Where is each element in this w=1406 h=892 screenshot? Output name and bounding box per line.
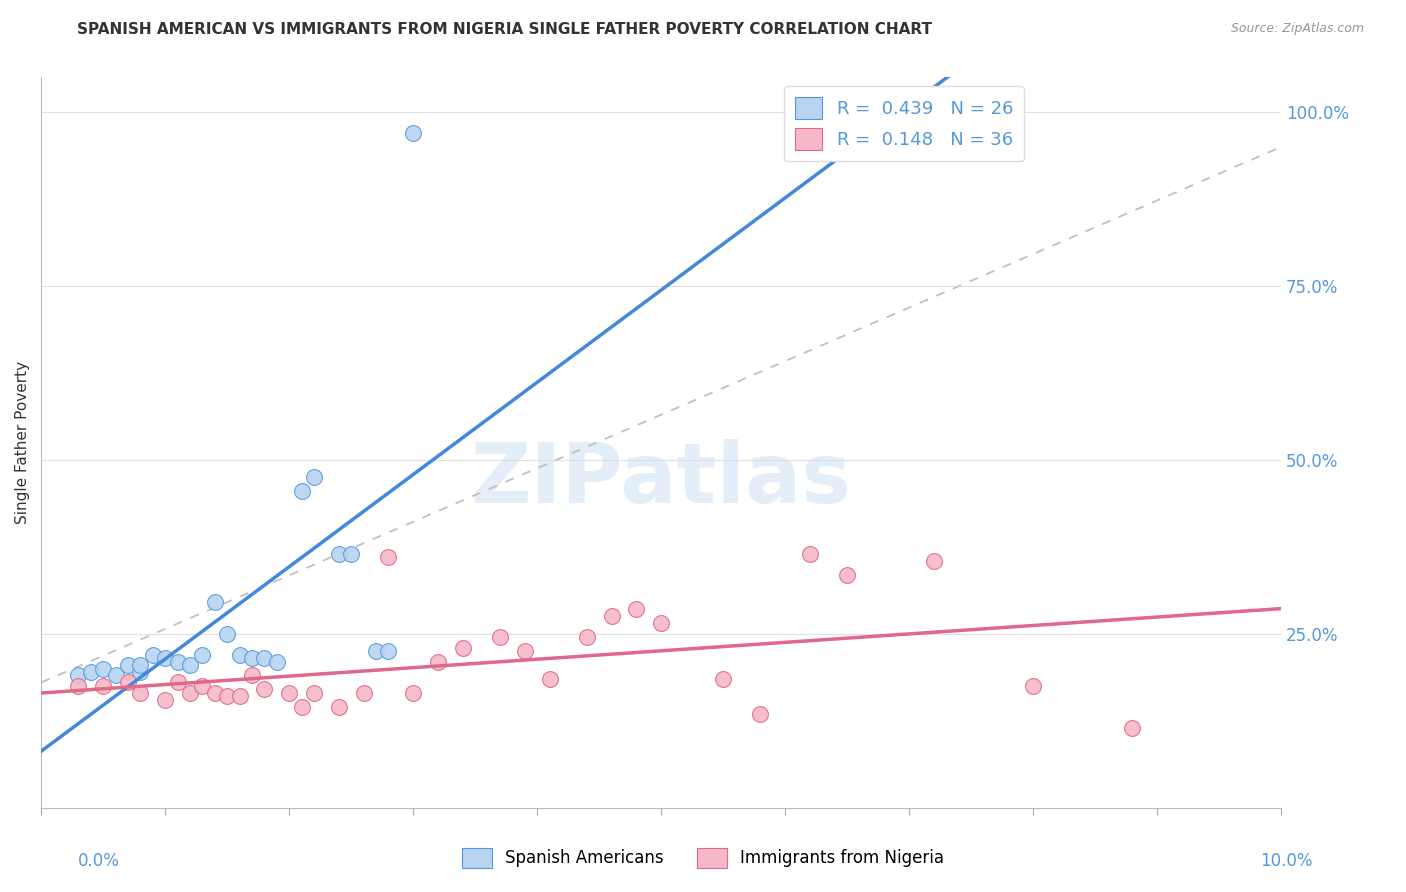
Point [204, 595, 226, 609]
Point [799, 547, 821, 561]
Point [489, 630, 512, 644]
Point [166, 675, 188, 690]
Point [302, 686, 325, 700]
Point [67, 668, 90, 682]
Point [426, 655, 449, 669]
Point [142, 648, 165, 662]
Point [155, 651, 177, 665]
Point [600, 609, 623, 624]
Point [291, 484, 314, 499]
Point [278, 686, 301, 700]
Point [104, 668, 127, 682]
Point [364, 644, 387, 658]
Point [253, 682, 276, 697]
Point [217, 626, 239, 640]
Point [179, 658, 201, 673]
Point [377, 644, 399, 658]
Point [129, 658, 152, 673]
Point [377, 550, 399, 565]
Point [179, 686, 201, 700]
Point [353, 686, 375, 700]
Point [1022, 679, 1045, 693]
Point [328, 699, 350, 714]
Point [291, 699, 314, 714]
Point [266, 655, 288, 669]
Point [626, 602, 648, 616]
Point [117, 675, 139, 690]
Point [91, 679, 114, 693]
Point [749, 706, 772, 721]
Point [80, 665, 103, 679]
Legend: R =  0.439   N = 26, R =  0.148   N = 36: R = 0.439 N = 26, R = 0.148 N = 36 [785, 87, 1024, 161]
Point [451, 640, 474, 655]
Point [402, 686, 425, 700]
Point [650, 616, 672, 631]
Point [402, 126, 425, 140]
Text: 10.0%: 10.0% [1260, 852, 1313, 870]
Point [835, 567, 858, 582]
Point [191, 648, 214, 662]
Point [328, 547, 350, 561]
Point [302, 470, 325, 484]
Point [240, 668, 263, 682]
Legend: Spanish Americans, Immigrants from Nigeria: Spanish Americans, Immigrants from Niger… [456, 841, 950, 875]
Point [129, 686, 152, 700]
Y-axis label: Single Father Poverty: Single Father Poverty [15, 361, 30, 524]
Point [191, 679, 214, 693]
Text: Source: ZipAtlas.com: Source: ZipAtlas.com [1230, 22, 1364, 36]
Point [129, 665, 152, 679]
Point [513, 644, 536, 658]
Point [217, 690, 239, 704]
Point [117, 658, 139, 673]
Text: 0.0%: 0.0% [77, 852, 120, 870]
Point [1121, 721, 1143, 735]
Point [711, 672, 734, 686]
Point [155, 693, 177, 707]
Point [166, 655, 188, 669]
Point [240, 651, 263, 665]
Point [228, 648, 250, 662]
Point [835, 126, 858, 140]
Point [340, 547, 363, 561]
Point [204, 686, 226, 700]
Point [538, 672, 561, 686]
Point [91, 661, 114, 675]
Text: SPANISH AMERICAN VS IMMIGRANTS FROM NIGERIA SINGLE FATHER POVERTY CORRELATION CH: SPANISH AMERICAN VS IMMIGRANTS FROM NIGE… [77, 22, 932, 37]
Text: ZIPatlas: ZIPatlas [471, 439, 852, 519]
Point [575, 630, 598, 644]
Point [67, 679, 90, 693]
Point [922, 554, 945, 568]
Point [253, 651, 276, 665]
Point [228, 690, 250, 704]
